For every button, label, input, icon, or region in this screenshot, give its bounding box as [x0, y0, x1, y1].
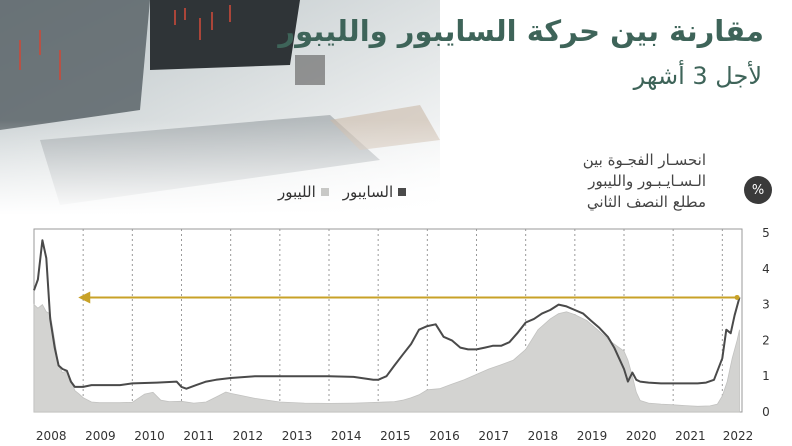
x-tick-label: 2022 — [723, 429, 754, 443]
x-tick-label: 2017 — [478, 429, 509, 443]
unit-badge: % — [744, 176, 772, 204]
series-line-saibor — [33, 239, 741, 390]
x-tick-label: 2016 — [429, 429, 460, 443]
y-tick-label: 5 — [762, 226, 770, 240]
gap-arrow-tail — [734, 294, 740, 300]
x-tick-label: 2012 — [233, 429, 264, 443]
x-tick-label: 2013 — [282, 429, 313, 443]
annotation-line: مطلع النصف الثاني — [586, 193, 706, 211]
legend-swatch-saibor — [398, 188, 407, 196]
x-tick-label: 2009 — [85, 429, 116, 443]
x-tick-label: 2008 — [36, 429, 67, 443]
chart-subtitle: لأجل 3 أشهر — [633, 62, 762, 90]
x-tick-label: 2018 — [528, 429, 559, 443]
x-tick-label: 2015 — [380, 429, 411, 443]
y-tick-label: 2 — [762, 333, 770, 347]
background-photo — [0, 0, 440, 215]
gap-annotation: انحسـار الفجـوة بين الـسـايـبـور والليبو… — [583, 150, 706, 213]
x-tick-label: 2021 — [675, 429, 706, 443]
annotation-line: الـسـايـبـور والليبور — [588, 172, 706, 190]
x-tick-label: 2011 — [183, 429, 214, 443]
y-tick-label: 1 — [762, 369, 770, 383]
x-tick-label: 2010 — [134, 429, 165, 443]
gap-arrow-head — [78, 291, 91, 304]
y-tick-label: 4 — [762, 262, 770, 276]
y-tick-label: 0 — [762, 405, 770, 419]
legend-label-libor: الليبور — [278, 183, 316, 201]
legend: السايبور الليبور — [278, 183, 407, 201]
annotation-line: انحسـار الفجـوة بين — [582, 151, 706, 169]
x-tick-label: 2014 — [331, 429, 362, 443]
plot-frame — [33, 228, 743, 413]
chart-title: مقارنة بين حركة السايبور والليبور — [278, 14, 764, 48]
y-tick-label: 3 — [762, 298, 770, 312]
series-area-libor — [33, 303, 740, 413]
legend-swatch-libor — [320, 188, 329, 196]
legend-item-libor: الليبور — [278, 183, 329, 201]
x-tick-label: 2019 — [577, 429, 608, 443]
legend-item-saibor: السايبور — [342, 183, 407, 201]
x-tick-label: 2020 — [626, 429, 657, 443]
legend-label-saibor: السايبور — [342, 183, 394, 201]
